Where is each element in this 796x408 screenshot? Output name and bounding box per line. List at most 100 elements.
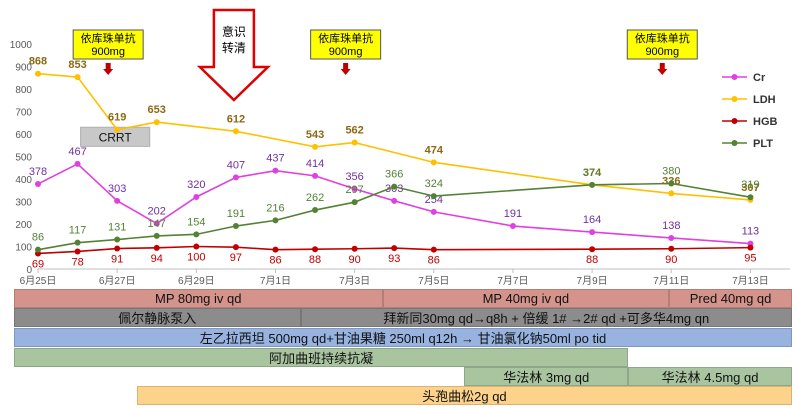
data-label-hgb: 78 (71, 256, 83, 268)
data-point-ldh (351, 139, 358, 146)
data-label-hgb: 88 (586, 254, 598, 266)
data-label-plt: 147 (148, 218, 166, 230)
y-tick-label: 500 (15, 153, 32, 164)
legend-swatch-marker (731, 96, 738, 102)
data-label-cr: 414 (306, 158, 324, 170)
data-point-plt (668, 180, 675, 187)
data-label-hgb: 100 (187, 252, 205, 264)
data-point-ldh (35, 70, 41, 77)
event-label: 转清 (222, 40, 246, 55)
data-label-ldh: 612 (227, 113, 245, 125)
data-point-hgb (430, 246, 437, 253)
data-point-cr (74, 160, 81, 167)
down-arrow-icon (659, 63, 665, 69)
treatment-bar: 阿加曲班持续抗凝 (14, 348, 629, 367)
data-point-plt (74, 239, 81, 246)
data-point-plt (272, 217, 279, 224)
series-line-hgb (37, 245, 751, 255)
legend-swatch-marker (731, 140, 738, 146)
y-tick-label: 700 (15, 108, 32, 119)
data-point-ldh (312, 143, 319, 150)
data-label-cr: 467 (68, 146, 86, 158)
data-point-cr (668, 234, 675, 241)
data-label-ldh: 307 (741, 182, 759, 194)
drug-dose-box (310, 29, 382, 60)
drug-dose-label: 依库珠单抗 (318, 31, 373, 45)
data-point-cr (114, 197, 121, 204)
data-point-hgb (74, 248, 81, 255)
x-tick-label: 6月29日 (178, 275, 215, 287)
legend-label-cr: Cr (753, 72, 766, 84)
data-label-ldh: 474 (425, 144, 444, 156)
data-point-cr (391, 197, 398, 204)
data-point-plt (351, 199, 358, 206)
drug-dose-label: 依库珠单抗 (81, 31, 136, 45)
data-label-plt: 117 (69, 225, 87, 237)
data-label-hgb: 97 (230, 252, 242, 264)
data-label-cr: 320 (187, 179, 205, 191)
y-tick-label: 200 (15, 220, 32, 231)
treatment-bar: Pred 40mg qd (669, 289, 792, 308)
data-label-ldh: 868 (29, 56, 47, 68)
data-label-ldh: 653 (148, 104, 166, 116)
data-label-plt: 262 (306, 192, 324, 204)
data-label-hgb: 94 (151, 253, 163, 265)
data-point-ldh (153, 119, 160, 126)
data-point-hgb (589, 246, 596, 253)
crrt-label: CRRT (99, 131, 133, 145)
y-tick-label: 400 (15, 175, 32, 186)
data-point-plt (35, 246, 41, 253)
data-point-cr (351, 185, 358, 192)
data-label-hgb: 69 (32, 258, 44, 270)
data-point-hgb (747, 244, 754, 251)
event-label: 意识 (222, 24, 246, 39)
data-point-plt (153, 232, 160, 239)
down-arrow-icon (657, 69, 668, 75)
data-label-ldh: 543 (306, 129, 324, 141)
treatment-bar: 头孢曲松2g qd (136, 386, 792, 405)
data-point-hgb (391, 245, 398, 252)
y-tick-label: 1000 (10, 40, 33, 51)
legend-label-ldh: LDH (753, 94, 776, 106)
data-label-hgb: 86 (269, 255, 281, 267)
x-tick-label: 7月13日 (732, 275, 769, 287)
treatment-bar: 华法林 4.5mg qd (628, 367, 792, 386)
data-label-plt: 319 (741, 179, 759, 191)
data-point-hgb (668, 245, 675, 252)
data-label-cr: 254 (425, 194, 443, 206)
data-label-cr: 202 (148, 206, 166, 218)
data-label-plt: 216 (266, 202, 284, 214)
data-point-plt (193, 231, 200, 238)
data-point-hgb (351, 245, 358, 252)
treatment-bar: MP 40mg iv qd (382, 289, 670, 308)
drug-dose-box (626, 29, 698, 60)
down-arrow-icon (103, 69, 114, 75)
data-point-plt (114, 236, 121, 243)
data-point-hgb (114, 245, 121, 252)
data-point-plt (430, 193, 437, 200)
treatment-bar: MP 80mg iv qd (14, 289, 383, 308)
data-label-plt: 297 (345, 184, 363, 196)
down-arrow-icon (343, 63, 349, 69)
data-label-ldh: 619 (108, 112, 126, 124)
series-line-plt (37, 182, 751, 251)
data-label-plt: 86 (32, 232, 44, 244)
treatment-bar: 佩尔静脉泵入 (14, 308, 301, 327)
y-tick-label: 100 (15, 243, 32, 254)
data-point-ldh (232, 128, 239, 135)
data-point-plt (747, 194, 754, 201)
drug-dose-label: 900mg (645, 46, 679, 58)
x-tick-label: 6月25日 (20, 275, 57, 287)
big-down-arrow-icon (196, 8, 271, 102)
data-point-ldh (668, 190, 675, 197)
treatment-bar: 左乙拉西坦 500mg qd+甘油果糖 250ml q12h → 甘油氯化钠50… (14, 328, 792, 347)
data-label-cr: 407 (227, 159, 245, 171)
data-point-cr (153, 220, 160, 227)
drug-dose-label: 900mg (91, 46, 125, 58)
data-label-cr: 164 (583, 214, 601, 226)
x-tick-label: 6月27日 (99, 275, 136, 287)
data-point-ldh (114, 126, 121, 133)
legend-label-plt: PLT (753, 138, 773, 150)
data-point-hgb (232, 244, 239, 251)
data-label-hgb: 90 (349, 254, 361, 266)
